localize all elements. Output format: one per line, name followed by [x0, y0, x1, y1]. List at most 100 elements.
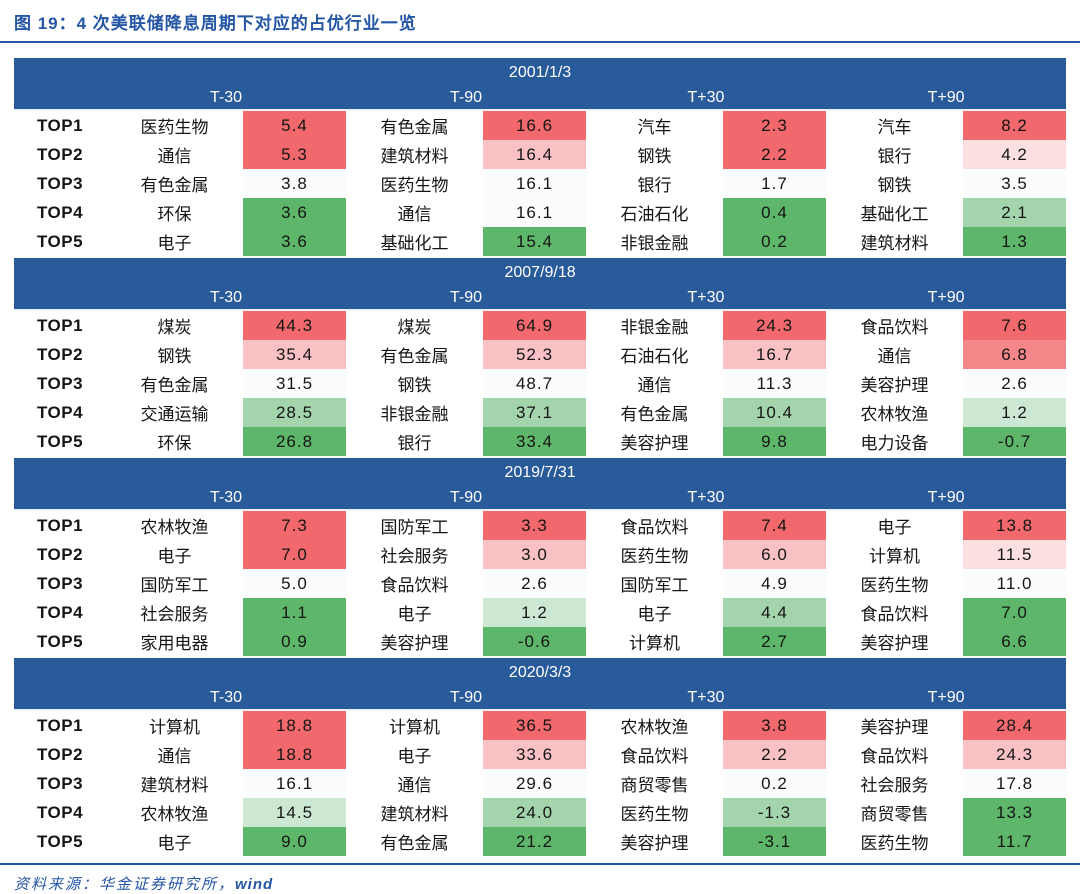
industry-value: 2.2: [723, 140, 826, 169]
industry-name: 钢铁: [346, 369, 483, 398]
industry-name: 美容护理: [826, 627, 963, 657]
industry-value: -0.6: [483, 627, 586, 657]
rank-label: TOP2: [36, 144, 84, 164]
industry-value: 37.1: [483, 398, 586, 427]
corner-cell: [14, 287, 106, 311]
industry-name: 环保: [106, 427, 243, 457]
rank-label: TOP5: [36, 231, 84, 251]
industry-value: 7.3: [243, 510, 346, 540]
industry-value: 15.4: [483, 227, 586, 257]
window-column-header: T-30: [106, 287, 346, 311]
industry-value: 7.4: [723, 510, 826, 540]
industry-name: 农林牧渔: [106, 510, 243, 540]
industry-name: 通信: [346, 198, 483, 227]
industry-name: 社会服务: [826, 769, 963, 798]
industry-value: 1.7: [723, 169, 826, 198]
sector-heatmap-table: 2001/1/3 T-30 T-90 T+30 T+90 TOP1 医药生物 5.4 有色金属 1…: [14, 56, 1067, 856]
industry-name: 通信: [106, 140, 243, 169]
industry-value: -3.1: [723, 827, 826, 856]
industry-value: 52.3: [483, 340, 586, 369]
section-date-label: 2019/7/31: [14, 456, 1067, 487]
industry-value: 24.0: [483, 798, 586, 827]
industry-value: 0.4: [723, 198, 826, 227]
table-row: TOP3 有色金属 31.5 钢铁 48.7 通信 11.3 美容护理 2.6: [14, 369, 1067, 398]
industry-value: 2.6: [483, 569, 586, 598]
industry-name: 医药生物: [586, 540, 723, 569]
industry-value: 5.3: [243, 140, 346, 169]
table-row: TOP2 通信 5.3 建筑材料 16.4 钢铁 2.2 银行 4.2: [14, 140, 1067, 169]
rank-label: TOP2: [36, 344, 84, 364]
industry-name: 电子: [586, 598, 723, 627]
industry-name: 食品饮料: [826, 310, 963, 340]
figure-title: 图 19：4 次美联储降息周期下对应的占优行业一览: [14, 14, 417, 33]
industry-value: 6.6: [963, 627, 1067, 657]
industry-value: 13.8: [963, 510, 1067, 540]
industry-name: 银行: [586, 169, 723, 198]
table-row: TOP1 农林牧渔 7.3 国防军工 3.3 食品饮料 7.4 电子 13.8: [14, 510, 1067, 540]
rank-label: TOP3: [36, 573, 84, 593]
industry-name: 钢铁: [106, 340, 243, 369]
section-date-label: 2001/1/3: [14, 56, 1067, 87]
table-row: TOP2 钢铁 35.4 有色金属 52.3 石油石化 16.7 通信 6.8: [14, 340, 1067, 369]
rank-label: TOP3: [36, 773, 84, 793]
industry-name: 计算机: [346, 710, 483, 740]
industry-name: 电子: [346, 598, 483, 627]
industry-name: 农林牧渔: [106, 798, 243, 827]
industry-name: 食品饮料: [826, 740, 963, 769]
industry-value: 9.0: [243, 827, 346, 856]
industry-value: 6.0: [723, 540, 826, 569]
source-brand: wind: [235, 876, 274, 893]
industry-value: 4.4: [723, 598, 826, 627]
industry-name: 农林牧渔: [586, 710, 723, 740]
industry-value: 48.7: [483, 369, 586, 398]
industry-name: 商贸零售: [826, 798, 963, 827]
column-header-row: T-30 T-90 T+30 T+90: [14, 687, 1067, 711]
industry-name: 有色金属: [346, 110, 483, 140]
window-column-header: T-90: [346, 687, 586, 711]
industry-value: 28.5: [243, 398, 346, 427]
window-column-header: T+30: [586, 487, 826, 511]
window-column-header: T-30: [106, 487, 346, 511]
industry-name: 石油石化: [586, 198, 723, 227]
column-header-row: T-30 T-90 T+30 T+90: [14, 487, 1067, 511]
industry-name: 非银金融: [586, 310, 723, 340]
rank-label: TOP4: [36, 602, 84, 622]
industry-value: 3.3: [483, 510, 586, 540]
industry-value: 1.3: [963, 227, 1067, 257]
industry-value: 16.6: [483, 110, 586, 140]
industry-value: 29.6: [483, 769, 586, 798]
industry-value: 9.8: [723, 427, 826, 457]
window-column-header: T+90: [826, 87, 1067, 111]
industry-value: 16.1: [483, 198, 586, 227]
industry-value: 2.7: [723, 627, 826, 657]
industry-name: 钢铁: [826, 169, 963, 198]
industry-value: 3.6: [243, 198, 346, 227]
section-date-row: 2019/7/31: [14, 456, 1067, 487]
industry-name: 国防军工: [106, 569, 243, 598]
industry-value: 28.4: [963, 710, 1067, 740]
rank-label: TOP1: [36, 515, 84, 535]
industry-name: 医药生物: [106, 110, 243, 140]
rank-label: TOP4: [36, 202, 84, 222]
industry-name: 社会服务: [106, 598, 243, 627]
section-date-label: 2007/9/18: [14, 256, 1067, 287]
footer-divider: [0, 863, 1080, 865]
industry-value: 16.7: [723, 340, 826, 369]
industry-value: 1.1: [243, 598, 346, 627]
window-column-header: T+90: [826, 487, 1067, 511]
industry-name: 建筑材料: [106, 769, 243, 798]
industry-name: 医药生物: [346, 169, 483, 198]
industry-name: 有色金属: [106, 369, 243, 398]
rank-label: TOP5: [36, 831, 84, 851]
corner-cell: [14, 487, 106, 511]
window-column-header: T+30: [586, 687, 826, 711]
window-column-header: T-90: [346, 487, 586, 511]
industry-value: 24.3: [723, 310, 826, 340]
column-header-row: T-30 T-90 T+30 T+90: [14, 87, 1067, 111]
industry-name: 电子: [346, 740, 483, 769]
industry-value: 3.6: [243, 227, 346, 257]
industry-name: 食品饮料: [586, 740, 723, 769]
section-date-row: 2007/9/18: [14, 256, 1067, 287]
industry-name: 石油石化: [586, 340, 723, 369]
industry-value: 7.6: [963, 310, 1067, 340]
